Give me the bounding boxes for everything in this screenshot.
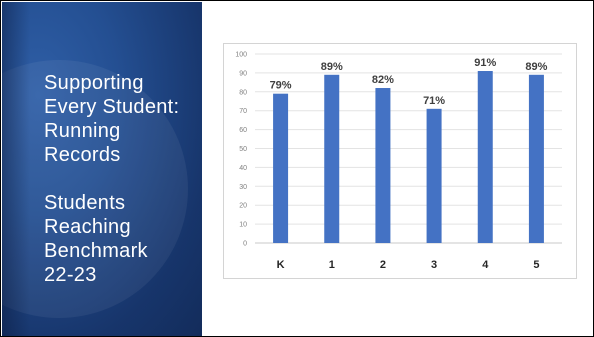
subtitle-line: 22-23	[44, 264, 97, 286]
y-tick-label: 30	[239, 184, 247, 191]
y-tick-label: 50	[239, 146, 247, 153]
title-line: Records	[44, 144, 121, 166]
y-tick-label: 100	[235, 52, 247, 59]
title-line: Every Student:	[44, 96, 180, 118]
x-category-label: 5	[533, 259, 539, 271]
data-label: 79%	[270, 80, 292, 92]
y-tick-label: 70	[239, 108, 247, 115]
y-tick-label: 80	[239, 89, 247, 96]
bar	[324, 74, 340, 243]
x-category-label: 2	[380, 259, 386, 271]
subtitle-line: Students	[44, 192, 126, 214]
edge-shade	[2, 2, 30, 336]
title-panel: Supporting Every Student: Running Record…	[2, 2, 202, 336]
y-tick-label: 90	[239, 70, 247, 77]
bar	[528, 74, 544, 243]
bar	[375, 88, 391, 243]
subtitle-line: Benchmark	[44, 240, 148, 262]
y-tick-label: 60	[239, 127, 247, 134]
subtitle-line: Reaching	[44, 216, 131, 238]
title-spacer	[44, 167, 199, 191]
bar-chart: 0 10 20 30 40 50 60 70 80 90 100 79% K 89% 1 82% 2 71% 3 91…	[235, 52, 562, 271]
x-category-label: 1	[329, 259, 335, 271]
slide-title: Supporting Every Student: Running Record…	[44, 71, 199, 287]
data-label: 89%	[321, 61, 343, 73]
data-label: 91%	[474, 57, 496, 69]
bar	[426, 108, 442, 243]
x-category-label: 4	[482, 259, 489, 271]
x-category-label: 3	[431, 259, 437, 271]
y-tick-label: 40	[239, 165, 247, 172]
title-line: Supporting	[44, 72, 144, 94]
title-line: Running	[44, 120, 121, 142]
y-tick-label: 20	[239, 203, 247, 210]
data-label: 71%	[423, 95, 445, 107]
y-tick-label: 0	[243, 241, 247, 248]
bar	[477, 71, 493, 243]
data-label: 82%	[372, 74, 394, 86]
y-tick-label: 10	[239, 222, 247, 229]
chart-frame: 0 10 20 30 40 50 60 70 80 90 100 79% K 89% 1 82% 2 71% 3 91…	[223, 43, 577, 279]
x-category-label: K	[277, 259, 285, 271]
bar	[273, 93, 289, 243]
data-label: 89%	[525, 61, 547, 73]
